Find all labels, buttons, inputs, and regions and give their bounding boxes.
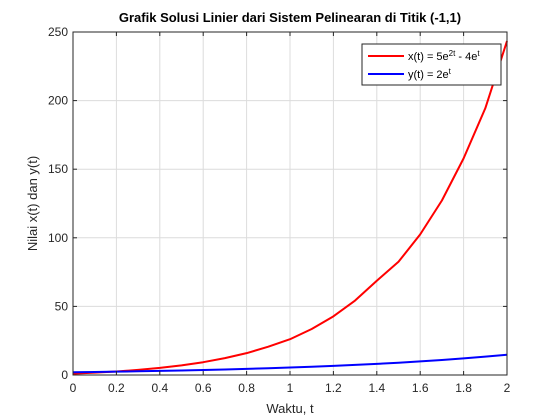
legend-text-part: y(t) = 2e [408,69,449,81]
x-tick-label: 0.6 [195,381,212,395]
axis-ticks: 0 0.2 0.4 0.6 0.8 1 1.2 1.4 1.6 1.8 2 0 50 100 150 200 2… [48,25,511,395]
y-tick-label: 150 [48,162,68,176]
y-tick-label: 0 [61,368,68,382]
x-tick-label: 1.4 [368,381,385,395]
series-line-y [72,353,508,374]
legend-text-part: - 4e [455,51,477,63]
legend-entry: x(t) = 5e2t - 4et [408,49,480,64]
x-tick-label: 0.8 [238,381,255,395]
legend-superscript: t [477,49,480,58]
chart-title: Grafik Solusi Linier dari Sistem Pelinea… [119,10,461,25]
legend-text-part: x(t) = 5e [408,51,449,63]
series-line-x [72,40,508,375]
series-lines [72,40,508,375]
x-tick-label: 1.8 [455,381,472,395]
x-axis-label: Waktu, t [266,401,314,416]
grid-lines [73,32,507,375]
x-tick-label: 0.4 [151,381,168,395]
legend-entry: y(t) = 2et [408,67,452,82]
legend-superscript: t [449,67,452,76]
y-tick-label: 250 [48,25,68,39]
x-tick-label: 0.2 [108,381,125,395]
x-tick-label: 1.6 [412,381,429,395]
y-tick-label: 100 [48,231,68,245]
y-tick-label: 200 [48,94,68,108]
legend-superscript: 2t [449,49,456,58]
y-axis-label: Nilai x(t) dan y(t) [25,156,40,251]
x-tick-label: 1.2 [325,381,342,395]
x-tick-label: 2 [504,381,511,395]
x-tick-label: 0 [70,381,77,395]
y-tick-label: 50 [55,299,69,313]
legend-box [361,43,502,86]
x-tick-label: 1 [287,381,294,395]
